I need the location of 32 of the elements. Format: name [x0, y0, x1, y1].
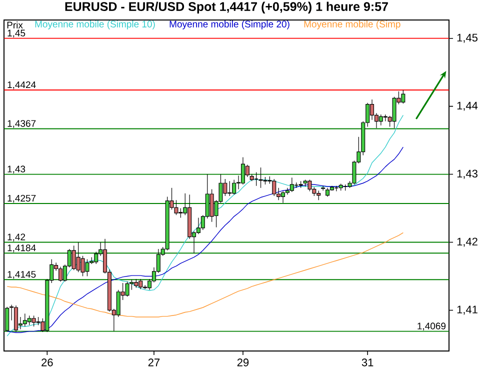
y-tick-label: 1,44: [457, 102, 478, 111]
ref-line-label: 1,4145: [8, 271, 36, 279]
x-tick-label: 26: [42, 358, 53, 366]
ref-line-label: 1,4424: [8, 81, 36, 90]
candlestick: [392, 96, 396, 128]
y-tick-label: 1,41: [457, 306, 478, 315]
y-tick-label: 1,45: [457, 34, 478, 43]
ref-line-label: 1,4367: [8, 120, 36, 128]
candlestick: [290, 177, 294, 192]
candlestick: [334, 186, 339, 192]
ref-line-label: 1,45: [8, 30, 26, 38]
candlestick: [125, 281, 130, 297]
y-axis-title: Prix: [7, 21, 23, 28]
ref-line-label: 1,4069: [418, 322, 446, 330]
candlestick: [80, 256, 85, 277]
ref-line-label: 1,42: [8, 234, 26, 242]
candlestick: [85, 258, 90, 277]
text: Moyenne mobile (Simple 10): [35, 20, 155, 30]
x-tick-label: 27: [148, 358, 160, 366]
x-tick-label: 29: [237, 358, 249, 366]
candlestick: [174, 200, 178, 216]
text: Moyenne mobile (Simple 20): [170, 20, 290, 30]
candlestick: [308, 179, 312, 192]
chart-title: EURUSD - EUR/USD Spot 1,4417 (+0,59%) 1 heure 9:57: [65, 2, 388, 14]
text: Moyenne mobile (Simp: [304, 20, 400, 30]
y-tick-label: 1,43: [457, 170, 478, 179]
y-tick-label: 1,42: [457, 238, 478, 247]
ref-line-label: 1,4184: [8, 244, 36, 252]
ref-line-label: 1,4257: [8, 194, 36, 203]
ref-line-label: 1,43: [8, 166, 26, 174]
candlestick: [254, 172, 258, 186]
x-tick-label: 31: [362, 358, 374, 366]
